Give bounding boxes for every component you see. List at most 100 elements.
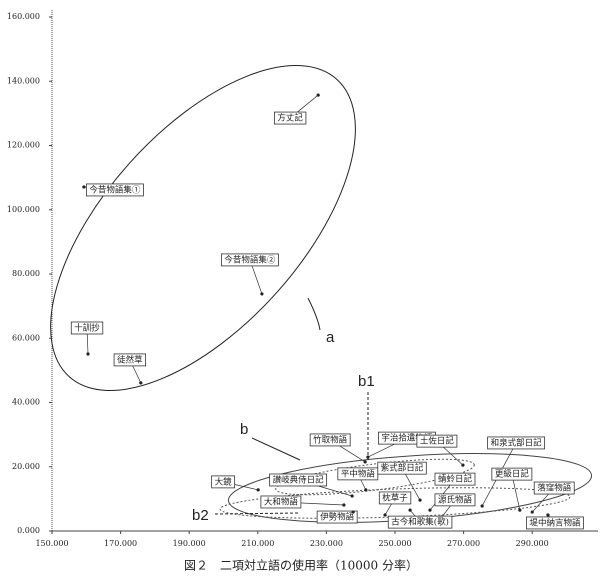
point-label: 蜻蛉日記	[434, 472, 476, 486]
point-label: 大鏡	[211, 475, 236, 489]
label-box	[211, 475, 236, 489]
leader-b	[251, 437, 301, 461]
point-label: 枕草子	[378, 491, 412, 505]
point	[82, 185, 86, 189]
point	[366, 455, 370, 459]
point	[342, 503, 346, 507]
point-label: 土佐日記	[416, 434, 458, 448]
point-label-text: 古今和歌集(歌)	[391, 517, 449, 528]
annotation: b	[240, 421, 248, 438]
y-tick-label: 140.000	[7, 76, 40, 85]
point-label-text: 大鏡	[215, 476, 233, 487]
ellipse-b1	[275, 458, 475, 496]
label-box	[434, 493, 476, 507]
point	[139, 381, 143, 385]
label-box	[269, 473, 328, 487]
y-tick-label: 100.000	[7, 205, 40, 214]
label-box	[377, 461, 427, 475]
y-tick-label: 60.000	[12, 333, 40, 342]
point	[480, 504, 484, 508]
label-box	[533, 481, 575, 495]
point	[260, 292, 264, 296]
annotation: b1	[358, 373, 375, 390]
point	[383, 513, 387, 517]
caption: 図２ 二項対立語の使用率（10000 分率）	[184, 558, 418, 573]
point-label-text: 伊勢物語	[320, 512, 355, 523]
point-label-text: 大和物語	[264, 496, 299, 507]
point-label-text: 方丈記	[277, 113, 303, 124]
point-label-text: 更級日記	[495, 469, 530, 480]
point	[428, 508, 432, 512]
point-label: 和泉式部日記	[487, 436, 546, 450]
leader-b2	[214, 512, 301, 515]
label-box	[70, 321, 104, 335]
label-box	[260, 495, 302, 509]
point-label: 古今和歌集(歌)	[387, 515, 453, 529]
x-tick-label: 290.000	[516, 539, 549, 548]
y-tick-label: 40.000	[12, 398, 40, 407]
point	[351, 510, 355, 514]
label-box	[387, 515, 453, 529]
point	[363, 460, 367, 464]
point-label: 平中物語	[337, 467, 379, 481]
point	[408, 508, 412, 512]
label-box	[274, 111, 307, 125]
point-label-text: 堤中納言物語	[529, 517, 581, 528]
ellipse-a	[50, 65, 356, 391]
point	[256, 488, 260, 492]
point-label-text: 和泉式部日記	[491, 437, 543, 448]
point-label-text: 今昔物語集①	[89, 184, 141, 195]
label-box	[487, 436, 546, 450]
x-tick-label: 270.000	[447, 539, 480, 548]
x-tick-label: 250.000	[378, 539, 411, 548]
label-box	[316, 510, 358, 524]
point-label-text: 平中物語	[341, 468, 376, 479]
label-box	[113, 353, 146, 367]
point	[364, 488, 368, 492]
label-box	[309, 433, 351, 447]
x-tick-label: 170.000	[104, 539, 137, 548]
annotation: a	[326, 329, 335, 346]
x-tick-label: 230.000	[310, 539, 343, 548]
point	[530, 510, 534, 514]
label-box	[526, 516, 584, 530]
point-label: 方丈記	[274, 111, 307, 125]
point-label-text: 十訓抄	[74, 322, 100, 333]
y-tick-label: 0.000	[17, 526, 40, 535]
x-tick-label: 210.000	[241, 539, 274, 548]
y-tick-label: 80.000	[12, 269, 40, 278]
point-label: 落窪物語	[533, 481, 575, 495]
point-label-text: 源氏物語	[438, 494, 473, 505]
x-tick-label: 190.000	[173, 539, 206, 548]
point-label-text: 徒然草	[117, 354, 143, 365]
point-label-text: 落窪物語	[537, 483, 572, 494]
point-label-text: 紫式部日記	[381, 463, 424, 474]
point-label-text: 竹取物語	[313, 434, 348, 445]
point-label-text: 今昔物語集②	[224, 254, 276, 265]
point	[418, 498, 422, 502]
point-label: 竹取物語	[309, 433, 351, 447]
annotation: b2	[192, 507, 209, 524]
label-box	[491, 467, 533, 481]
point	[546, 513, 550, 517]
point-label: 大和物語	[260, 495, 302, 509]
leader-a	[307, 297, 321, 331]
point-label: 伊勢物語	[316, 510, 358, 524]
point-label: 源氏物語	[434, 493, 476, 507]
y-tick-label: 20.000	[12, 462, 40, 471]
point-label-text: 讃岐典侍日記	[273, 474, 325, 485]
point-label: 更級日記	[491, 467, 533, 481]
point	[86, 352, 90, 356]
point-label-text: 蜻蛉日記	[438, 474, 473, 485]
point-label: 讃岐典侍日記	[269, 473, 328, 487]
point	[461, 463, 465, 467]
point-label: 今昔物語集②	[221, 253, 279, 267]
point	[518, 508, 522, 512]
point	[350, 494, 354, 498]
label-box	[378, 491, 412, 505]
point-label-text: 枕草子	[382, 492, 408, 503]
label-box	[85, 183, 144, 197]
point	[316, 93, 320, 97]
y-tick-label: 120.000	[7, 141, 40, 150]
